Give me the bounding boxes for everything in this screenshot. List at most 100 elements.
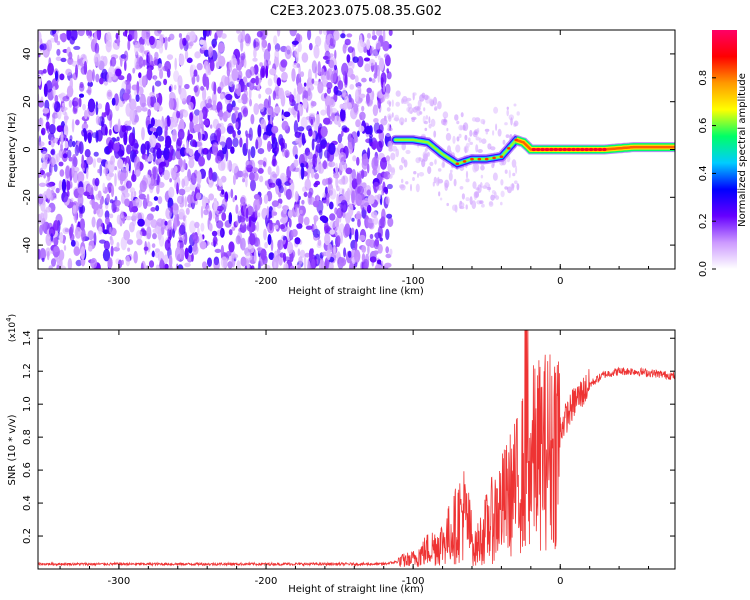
heatmap-cell [446,127,449,132]
heatmap-cell [348,203,354,217]
heatmap-cell [183,159,186,170]
spectrogram-ridge [390,134,675,170]
heatmap-cell [351,217,355,222]
heatmap-cell [297,248,301,256]
heatmap-cell [81,228,86,243]
heatmap-cell [454,114,459,121]
x-tick-label: 0 [557,276,563,287]
heatmap-cell [189,112,194,122]
heatmap-cell [151,178,155,185]
heatmap-cell [406,101,410,107]
heatmap-cell [306,125,312,132]
heatmap-cell [41,150,49,162]
ridge-peak [462,160,467,163]
heatmap-cell [157,158,163,163]
heatmap-cell [151,250,155,258]
heatmap-cell [172,228,175,238]
heatmap-cell [158,162,163,175]
heatmap-cell [351,178,358,190]
heatmap-cell [311,258,316,269]
heatmap-cell [205,76,210,91]
heatmap-cell [38,70,45,75]
heatmap-cell [306,165,310,180]
heatmap-cell [163,78,168,86]
heatmap-cell [389,248,393,256]
heatmap-cell [46,182,53,188]
heatmap-cell [338,178,346,185]
heatmap-cell [253,48,257,59]
heatmap-cell [275,56,279,68]
heatmap-cell [446,202,450,207]
heatmap-cell [353,137,359,143]
heatmap-cell [469,196,473,205]
heatmap-cell [263,228,267,241]
heatmap-cell [372,30,376,36]
heatmap-cell [390,167,396,176]
heatmap-cell [141,107,148,112]
heatmap-cell [257,159,265,165]
heatmap-cell [304,178,312,191]
heatmap-cell [253,172,259,181]
heatmap-cell [359,111,366,121]
heatmap-cell [319,215,327,222]
heatmap-cell [357,185,364,195]
heatmap-cell [85,30,90,36]
heatmap-cell [379,57,385,72]
heatmap-cell [304,252,311,258]
heatmap-cell [198,156,205,167]
heatmap-cell [292,145,298,158]
heatmap-cell [203,119,210,126]
heatmap-cell [475,144,479,153]
heatmap-cell [298,64,301,79]
heatmap-cell [208,46,214,58]
heatmap-cell [45,121,50,130]
heatmap-cell [146,67,153,81]
heatmap-cell [249,172,255,181]
heatmap-cell [366,189,371,196]
heatmap-cell [108,172,115,178]
heatmap-cell [426,151,430,157]
heatmap-cell [318,259,325,269]
heatmap-cell [216,220,224,229]
heatmap-cell [124,198,130,207]
spectrogram-y-axis-label: Frequency (Hz) [7,112,18,188]
heatmap-cell [458,124,464,131]
heatmap-cell [326,81,333,90]
heatmap-cell [135,168,141,177]
heatmap-cell [179,87,187,102]
heatmap-cell [371,211,378,219]
heatmap-cell [287,107,292,114]
heatmap-cell [300,116,308,130]
heatmap-cell [279,252,285,258]
heatmap-cell [366,93,370,104]
heatmap-cell [272,211,278,216]
heatmap-cell [196,74,200,83]
heatmap-cell [110,245,114,257]
ridge-peak [455,162,460,166]
heatmap-cell [260,65,266,79]
heatmap-cell [208,167,213,181]
heatmap-cell [149,91,156,98]
heatmap-cell [185,147,192,154]
heatmap-cell [301,132,306,146]
y-tick-label: -40 [22,237,33,253]
heatmap-cell [355,89,359,102]
heatmap-cell [490,194,495,201]
heatmap-cell [301,52,309,63]
heatmap-cell [96,157,102,163]
heatmap-cell [126,239,134,245]
ridge-peak [558,147,563,152]
heatmap-cell [184,196,187,208]
heatmap-cell [150,207,156,212]
heatmap-cell [401,178,404,184]
heatmap-cell [77,171,85,184]
heatmap-cell [427,166,432,175]
ridge-peak [593,147,598,152]
heatmap-cell [277,239,284,251]
heatmap-cell [253,250,257,263]
heatmap-cell [360,261,365,269]
heatmap-cell [235,121,239,129]
heatmap-cell [175,97,179,111]
heatmap-cell [456,136,460,142]
heatmap-cell [93,151,99,157]
